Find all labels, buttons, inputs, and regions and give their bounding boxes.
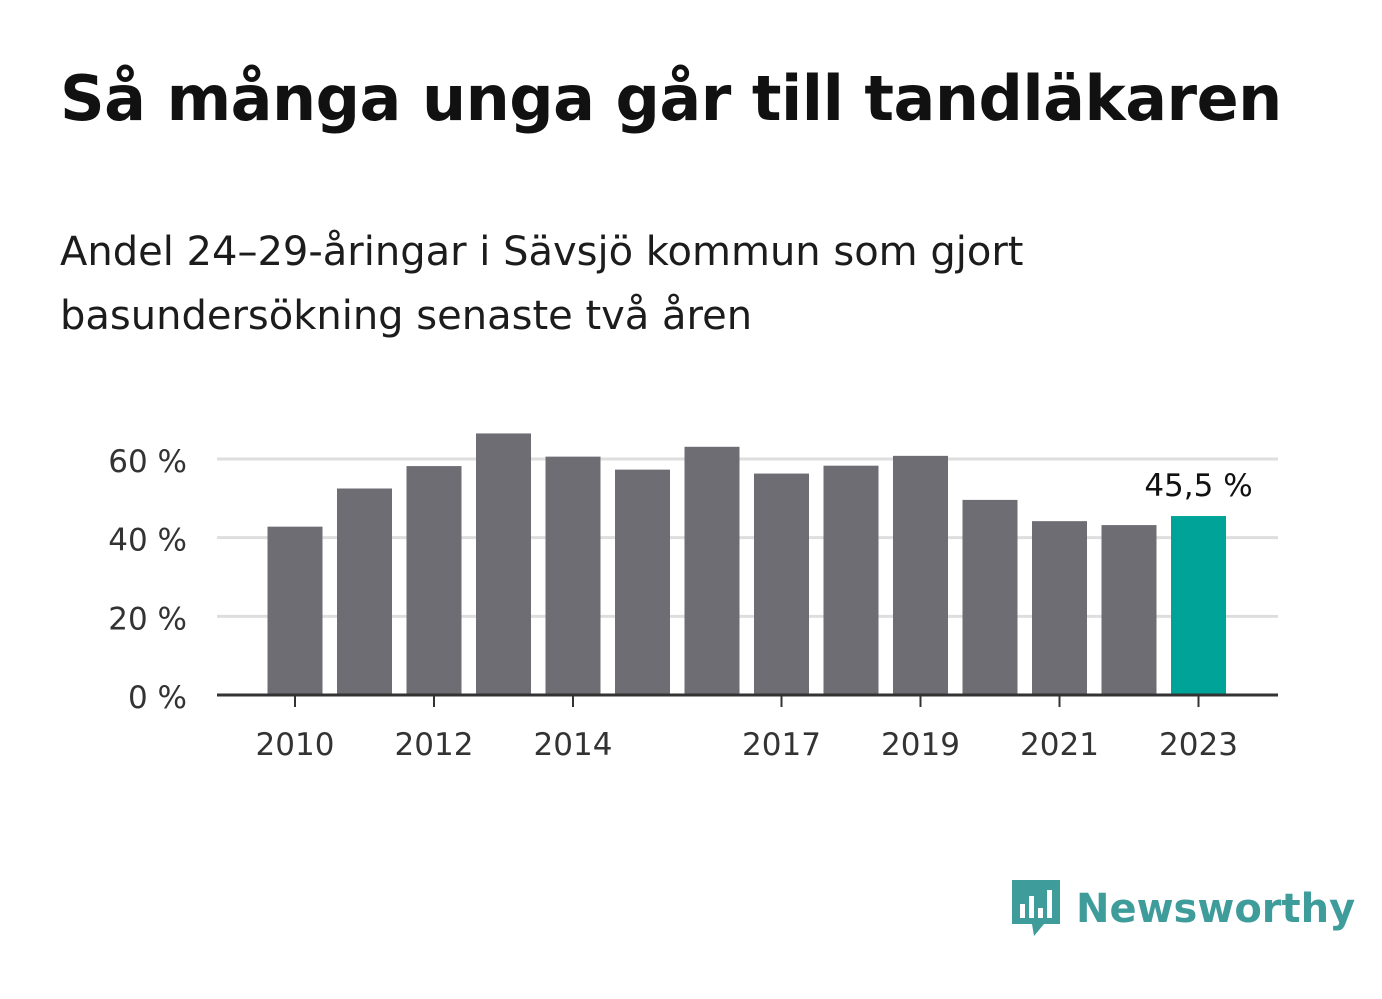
bar <box>337 488 392 695</box>
x-tick-label: 2010 <box>256 727 335 763</box>
data-labels: 45,5 % <box>1144 468 1252 504</box>
newsworthy-brand: Newsworthy <box>1010 878 1355 940</box>
bar <box>476 433 531 695</box>
bar <box>615 469 670 695</box>
x-tick-label: 2014 <box>534 727 613 763</box>
subtitle-line-1: Andel 24–29-åringar i Sävsjö kommun som … <box>60 229 1024 275</box>
x-tick-label: 2019 <box>881 727 960 763</box>
chart-subtitle: Andel 24–29-åringar i Sävsjö kommun som … <box>60 220 1260 348</box>
y-tick-label: 40 % <box>108 523 187 559</box>
x-tick-label: 2021 <box>1020 727 1099 763</box>
subtitle-line-2: basundersökning senaste två åren <box>60 293 753 339</box>
bar <box>962 499 1018 695</box>
bar-highlight <box>1171 516 1226 695</box>
gridlines <box>217 457 1278 618</box>
y-tick-label: 0 % <box>128 680 187 716</box>
bar <box>545 456 601 695</box>
y-tick-label: 20 % <box>108 601 187 637</box>
y-tick-label: 60 % <box>108 444 187 480</box>
bar <box>893 455 948 695</box>
bar <box>1032 521 1087 695</box>
x-axis-ticks: 2010 2012 2014 2017 2019 2021 2023 <box>256 695 1238 763</box>
x-tick-label: 2017 <box>742 727 821 763</box>
x-tick-label: 2023 <box>1159 727 1238 763</box>
bar <box>267 526 323 695</box>
bar <box>684 446 740 695</box>
highlight-data-label: 45,5 % <box>1144 468 1252 504</box>
bars <box>267 433 1226 695</box>
bar <box>823 465 879 695</box>
bar <box>406 466 462 695</box>
bar <box>754 473 809 695</box>
chart-title: Så många unga går till tandläkaren <box>60 62 1282 135</box>
bar-chart: 0 % 20 % 40 % 60 % 2010 2012 2014 2017 2019 2021… <box>108 433 1278 763</box>
y-axis-ticks: 0 % 20 % 40 % 60 % <box>108 444 187 716</box>
bar <box>1101 525 1157 695</box>
x-tick-label: 2012 <box>395 727 474 763</box>
brand-name: Newsworthy <box>1076 886 1356 932</box>
newsworthy-logo-icon <box>1012 880 1060 936</box>
